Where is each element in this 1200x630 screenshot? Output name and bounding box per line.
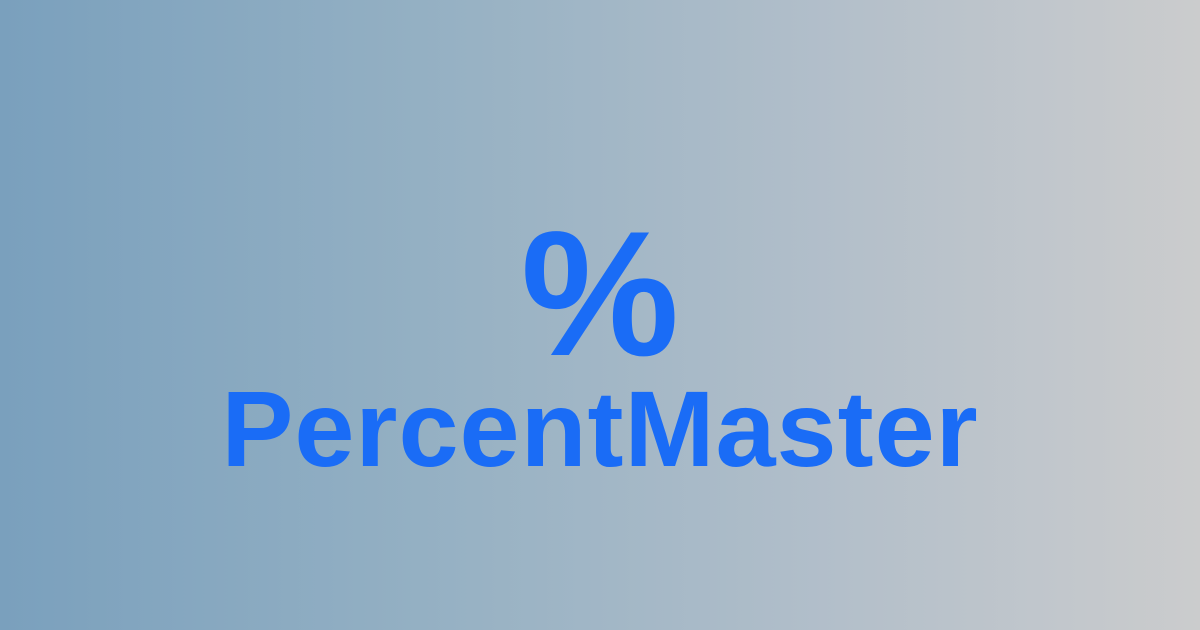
brand-name: PercentMaster	[221, 368, 979, 489]
percent-icon: %	[520, 194, 680, 393]
